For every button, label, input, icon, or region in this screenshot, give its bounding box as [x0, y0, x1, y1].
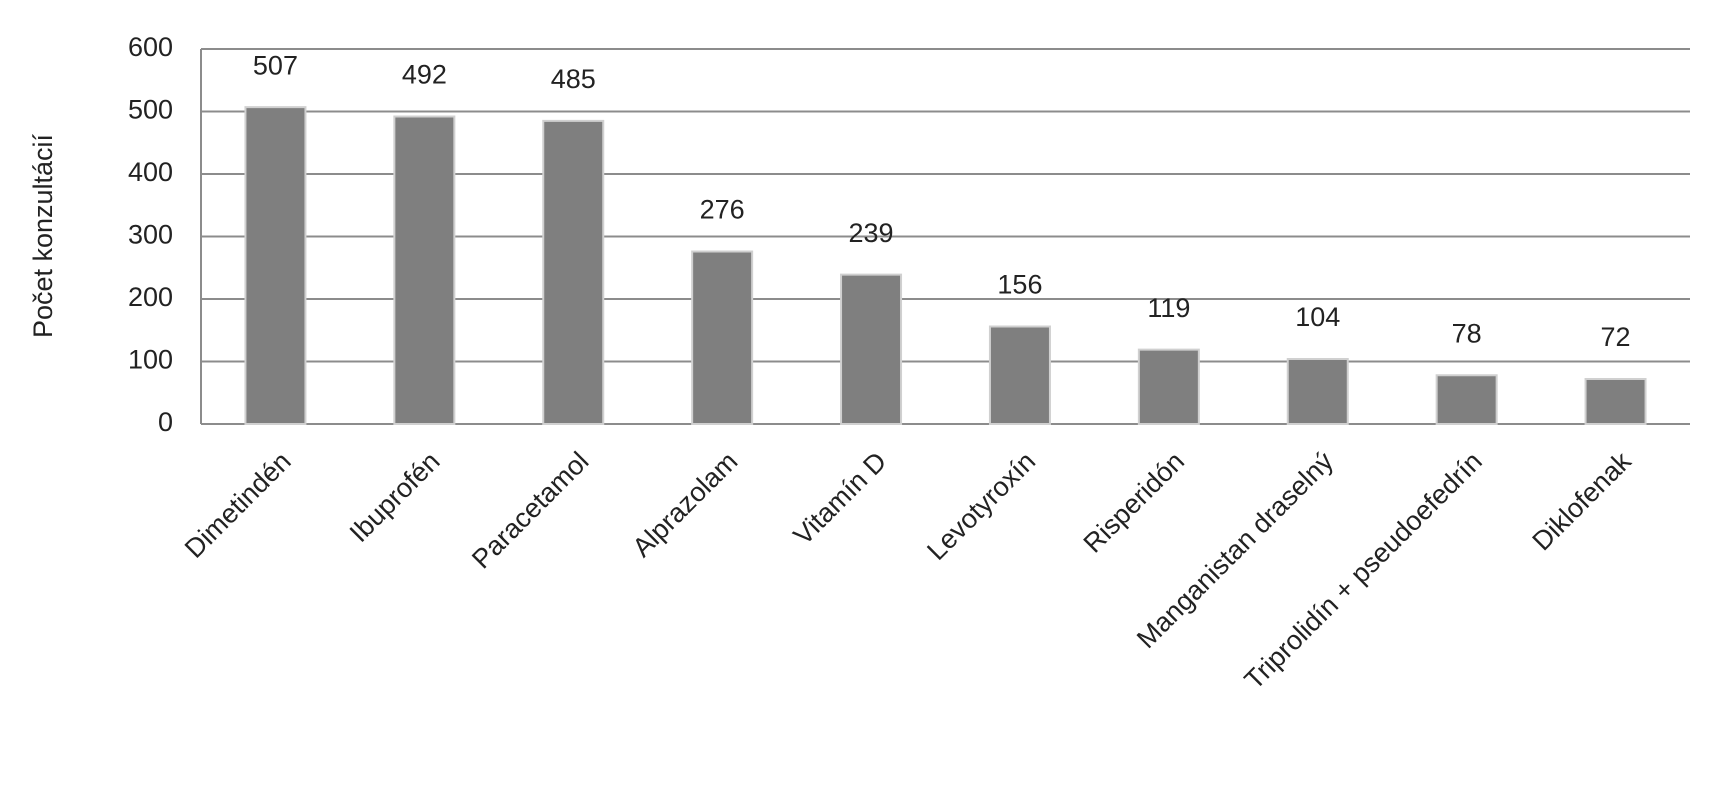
y-tick-label: 0	[158, 407, 173, 437]
x-tick-label: Triprolidín + pseudoefedrín	[1239, 446, 1488, 695]
value-label: 104	[1295, 302, 1340, 332]
bar	[393, 115, 456, 425]
value-label: 72	[1601, 322, 1631, 352]
x-tick-label: Levotyroxín	[921, 446, 1041, 566]
x-tick-label: Alprazolam	[627, 446, 744, 563]
value-label: 119	[1147, 293, 1190, 323]
value-label: 485	[551, 64, 596, 94]
bar	[1435, 374, 1498, 425]
y-tick-label: 500	[128, 95, 173, 125]
x-tick-label: Diklofenak	[1526, 446, 1637, 557]
bar	[1137, 348, 1200, 425]
value-label: 239	[849, 218, 894, 248]
y-tick-label: 200	[128, 282, 173, 312]
x-tick-label: Paracetamol	[466, 446, 594, 574]
bar	[542, 119, 605, 425]
value-label: 492	[402, 60, 447, 90]
value-label: 78	[1452, 318, 1482, 348]
x-tick-label: Risperidón	[1078, 446, 1190, 558]
y-tick-label: 400	[128, 157, 173, 187]
x-tick-label: Dimetindén	[179, 446, 297, 564]
bar	[244, 106, 307, 425]
bar	[1584, 378, 1647, 425]
bar	[691, 250, 754, 425]
y-tick-label: 100	[128, 345, 173, 375]
y-axis-label: Počet konzultácií	[28, 133, 58, 338]
y-tick-label: 600	[128, 32, 173, 62]
value-label: 507	[253, 50, 298, 80]
value-label: 156	[997, 270, 1042, 300]
x-tick-label: Ibuprofén	[344, 446, 446, 548]
y-tick-label: 300	[128, 220, 173, 250]
value-label: 276	[700, 195, 745, 225]
bar	[988, 325, 1051, 425]
x-tick-label: Vitamín D	[788, 446, 893, 551]
bar	[840, 273, 903, 425]
bar	[1286, 358, 1349, 425]
